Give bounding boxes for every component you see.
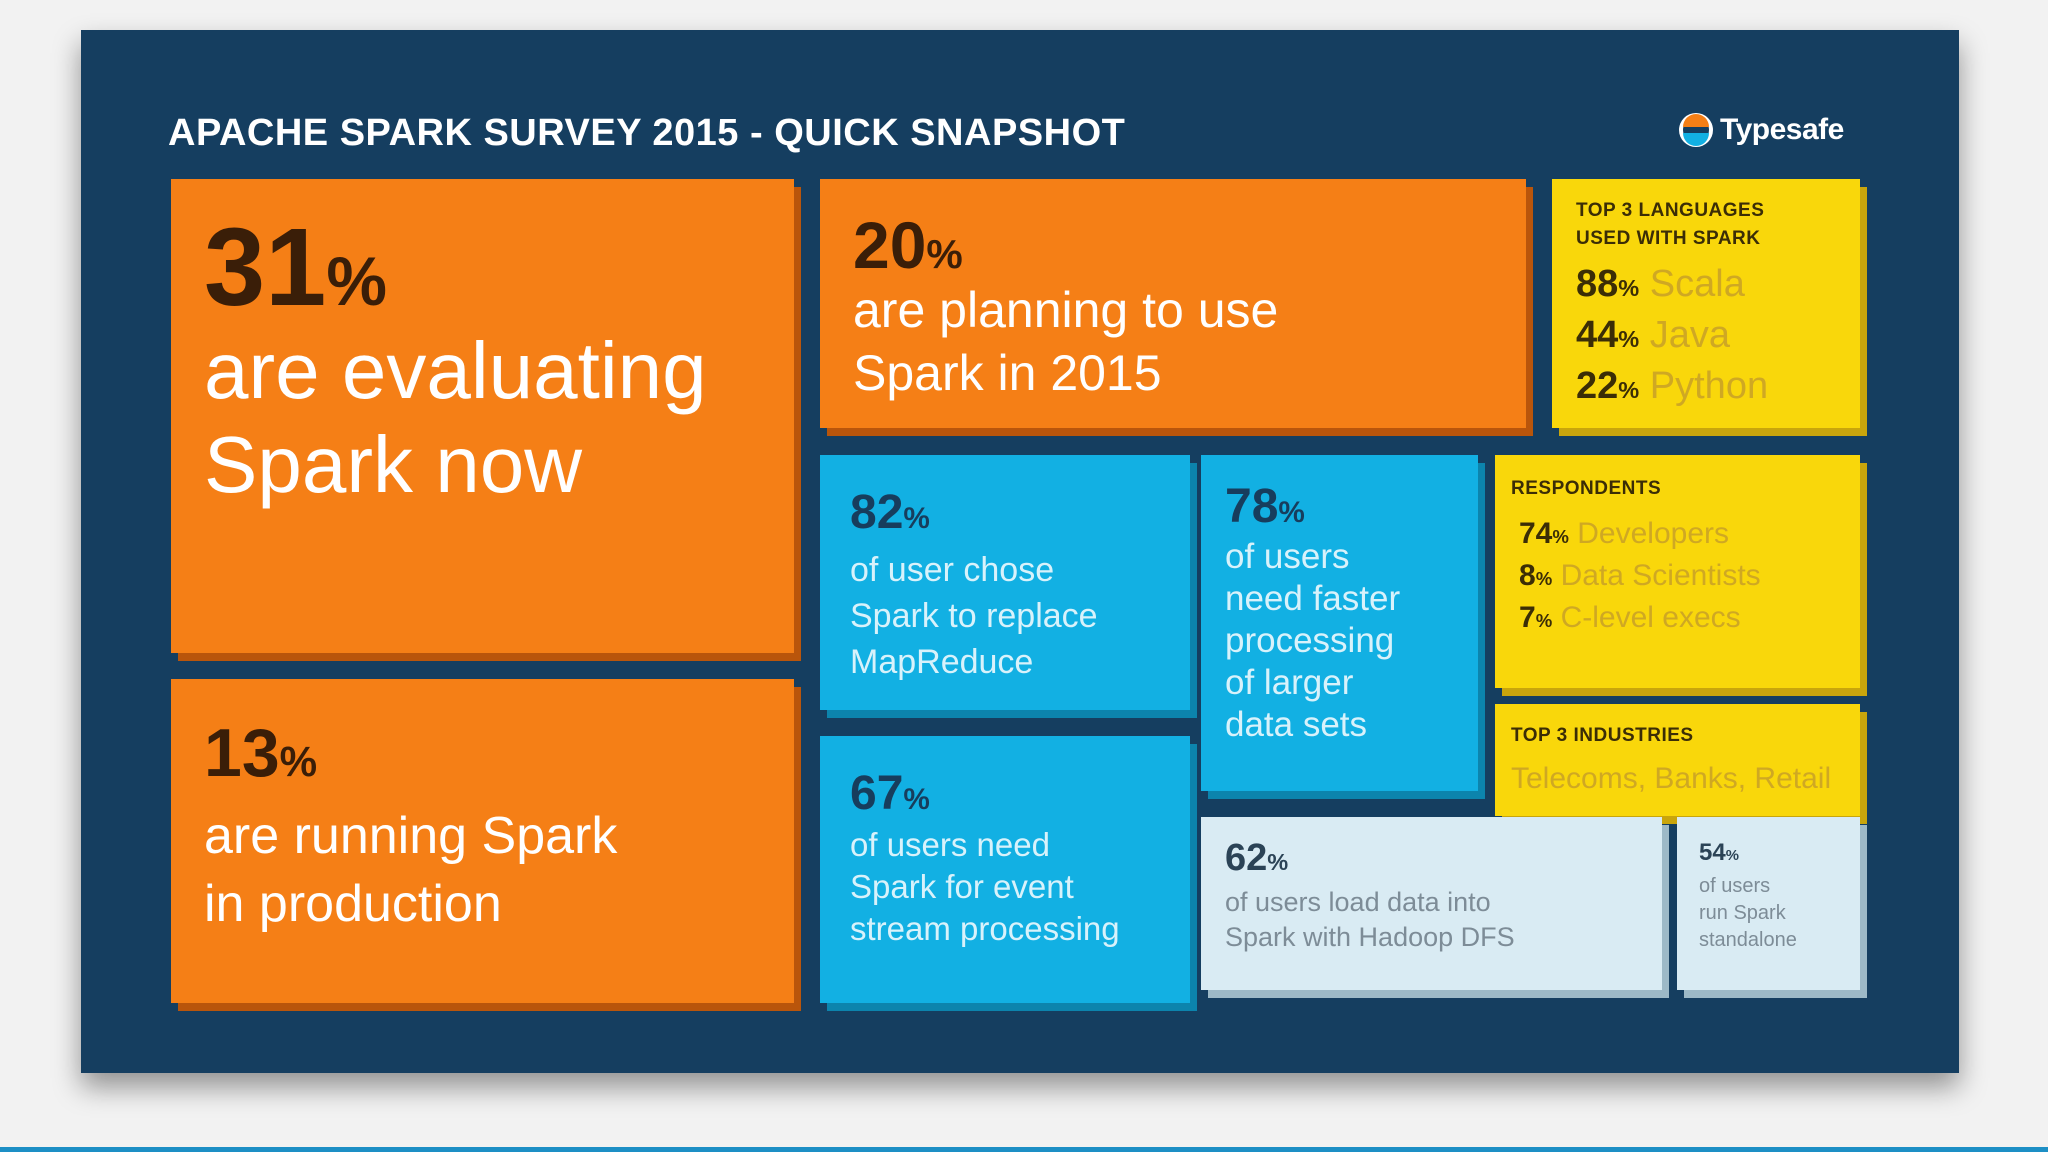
languages-heading-2: USED WITH SPARK bbox=[1576, 228, 1761, 249]
typesafe-logo-icon bbox=[1679, 113, 1713, 147]
language-item: 44% Java bbox=[1576, 314, 1731, 356]
languages-heading-1: TOP 3 LANGUAGES bbox=[1576, 200, 1765, 221]
respondent-item: 8% Data Scientists bbox=[1519, 559, 1761, 592]
mapreduce-line-1: of user chose bbox=[850, 551, 1055, 589]
mapreduce-line-2: Spark to replace bbox=[850, 597, 1098, 635]
hadoop-line-1: of users load data into bbox=[1225, 887, 1491, 917]
tile-evaluating: 31% are evaluating Spark now bbox=[171, 179, 794, 653]
infographic-title: APACHE SPARK SURVEY 2015 - QUICK SNAPSHO… bbox=[168, 112, 1126, 154]
language-item: 88% Scala bbox=[1576, 263, 1745, 305]
event-line-1: of users need bbox=[850, 826, 1050, 863]
standalone-line-2: run Spark bbox=[1699, 902, 1786, 924]
production-line-1: are running Spark bbox=[204, 807, 618, 865]
page-bottom-line bbox=[0, 1147, 2048, 1152]
evaluating-line-1: are evaluating bbox=[204, 326, 707, 415]
faster-line-3: processing bbox=[1225, 621, 1395, 660]
evaluating-line-2: Spark now bbox=[204, 420, 582, 509]
tile-planning: 20% are planning to use Spark in 2015 bbox=[820, 179, 1526, 428]
tile-production: 13% are running Spark in production bbox=[171, 679, 794, 1003]
hadoop-line-2: Spark with Hadoop DFS bbox=[1225, 922, 1515, 952]
faster-line-5: data sets bbox=[1225, 705, 1368, 744]
standalone-line-1: of users bbox=[1699, 875, 1771, 897]
faster-line-1: of users bbox=[1225, 537, 1350, 576]
language-item: 22% Python bbox=[1576, 365, 1769, 407]
tile-faster-processing: 78% of users need faster processing of l… bbox=[1201, 455, 1478, 791]
brand: Typesafe bbox=[1676, 110, 1844, 150]
respondent-item: 7% C-level execs bbox=[1519, 601, 1741, 634]
infographic-board: APACHE SPARK SURVEY 2015 - QUICK SNAPSHO… bbox=[81, 30, 1959, 1073]
planning-line-1: are planning to use bbox=[853, 282, 1279, 338]
tile-hadoop: 62% of users load data into Spark with H… bbox=[1201, 817, 1662, 990]
production-stat: 13% bbox=[204, 715, 318, 791]
faster-line-4: of larger bbox=[1225, 663, 1354, 702]
brand-name: Typesafe bbox=[1720, 113, 1844, 146]
event-stat: 67% bbox=[850, 767, 930, 820]
standalone-stat: 54% bbox=[1699, 839, 1739, 866]
event-line-3: stream processing bbox=[850, 910, 1120, 947]
event-line-2: Spark for event bbox=[850, 868, 1074, 905]
standalone-line-3: standalone bbox=[1699, 929, 1797, 951]
industries-heading: TOP 3 INDUSTRIES bbox=[1511, 725, 1694, 746]
tile-top-languages: TOP 3 LANGUAGES USED WITH SPARK 88% Scal… bbox=[1552, 179, 1860, 428]
planning-stat: 20% bbox=[853, 208, 963, 282]
tile-mapreduce: 82% of user chose Spark to replace MapRe… bbox=[820, 455, 1190, 710]
tile-standalone: 54% of users run Spark standalone bbox=[1677, 817, 1860, 990]
faster-line-2: need faster bbox=[1225, 579, 1401, 618]
planning-line-2: Spark in 2015 bbox=[853, 345, 1162, 401]
industries-list: Telecoms, Banks, Retail bbox=[1511, 762, 1832, 795]
mapreduce-stat: 82% bbox=[850, 486, 930, 539]
production-line-2: in production bbox=[204, 875, 502, 933]
tile-top-industries: TOP 3 INDUSTRIES Telecoms, Banks, Retail bbox=[1495, 704, 1860, 816]
respondents-heading: RESPONDENTS bbox=[1511, 478, 1662, 499]
evaluating-stat: 31% bbox=[204, 206, 387, 329]
hadoop-stat: 62% bbox=[1225, 837, 1289, 879]
respondent-item: 74% Developers bbox=[1519, 517, 1730, 550]
faster-stat: 78% bbox=[1225, 480, 1305, 533]
tile-respondents: RESPONDENTS 74% Developers 8% Data Scien… bbox=[1495, 455, 1860, 688]
tile-event-stream: 67% of users need Spark for event stream… bbox=[820, 736, 1190, 1003]
mapreduce-line-3: MapReduce bbox=[850, 643, 1034, 681]
